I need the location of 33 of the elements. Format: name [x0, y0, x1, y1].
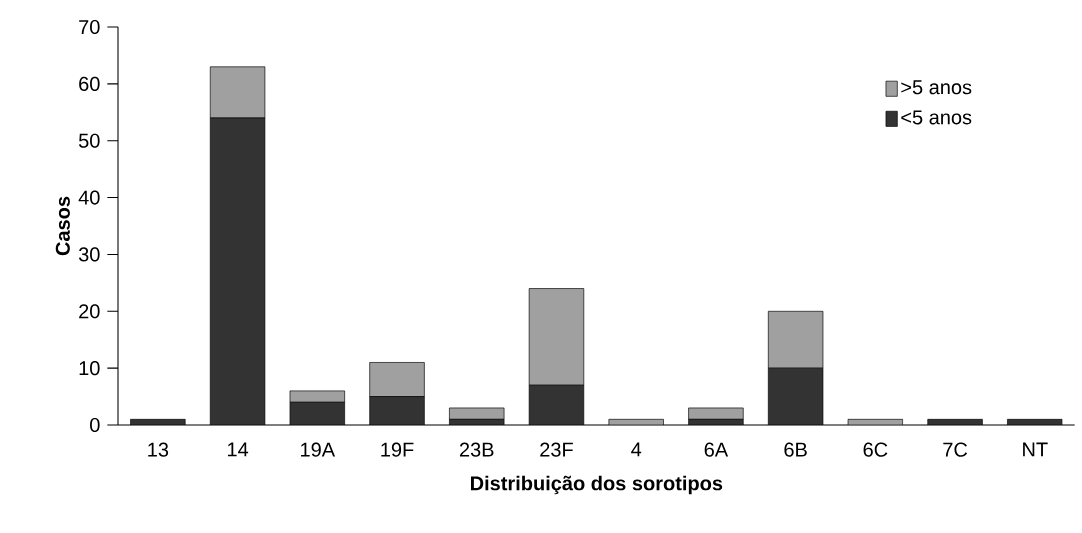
x-tick-label: 6B — [784, 442, 807, 457]
y-tick-label: 0 — [90, 417, 100, 433]
y-axis-title: Casos — [55, 196, 70, 256]
x-tick-label: 19F — [381, 442, 414, 457]
x-tick-label: 7C — [943, 442, 968, 457]
x-tick-label: 6C — [863, 442, 888, 457]
bar — [369, 362, 425, 397]
x-tick-label: 23B — [459, 442, 494, 457]
bar — [209, 66, 266, 119]
x-tick-label: 6A — [704, 442, 729, 457]
x-tick-label: 19A — [301, 442, 336, 457]
y-tick-label: 20 — [79, 304, 100, 319]
x-tick-label: 4 — [631, 442, 642, 457]
bar — [528, 384, 585, 425]
x-tick-label: 13 — [148, 442, 169, 457]
x-tick-label: 23F — [540, 442, 573, 457]
x-tick-label: NT — [1023, 442, 1048, 457]
bar — [289, 401, 345, 425]
y-tick-label: 60 — [79, 76, 100, 91]
x-tick-label: 14 — [227, 442, 249, 457]
x-axis-title: Distribuição dos sorotipos — [471, 475, 723, 495]
legend-label: >5 anos — [901, 80, 972, 95]
bar — [767, 367, 824, 425]
y-tick-label: 50 — [78, 133, 100, 148]
bar — [528, 288, 585, 386]
bar — [767, 310, 824, 369]
y-tick-label: 10 — [79, 361, 100, 376]
legend-label: <5 anos — [901, 110, 972, 125]
bar — [209, 117, 266, 425]
bar — [369, 396, 425, 425]
y-tick-label: 30 — [78, 247, 100, 262]
y-tick-label: 40 — [78, 190, 100, 205]
y-tick-label: 70 — [79, 19, 100, 35]
